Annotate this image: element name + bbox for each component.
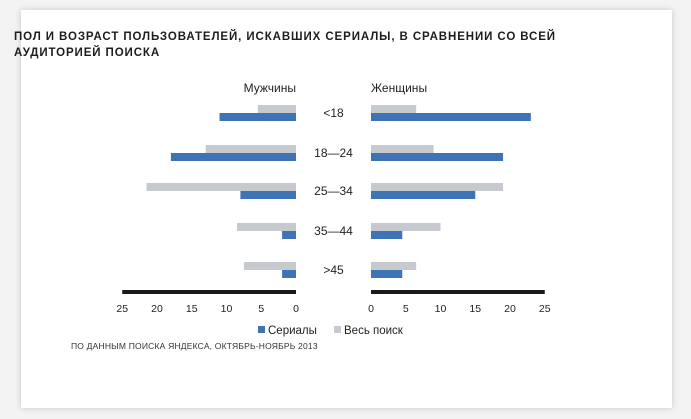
tick-label-women-2: 10 <box>435 303 447 315</box>
legend-swatch-0 <box>258 326 265 333</box>
legend-label-0: Сериалы <box>268 325 317 337</box>
category-label-2: 25—34 <box>314 184 353 198</box>
tick-label-men-0: 25 <box>116 303 128 315</box>
tick-labels: 25 20 15 10 5 0 0 5 10 15 20 25 <box>116 303 550 315</box>
category-label-0: <18 <box>323 106 344 120</box>
tick-label-men-3: 10 <box>221 303 233 315</box>
bar-serials-men-2 <box>240 191 296 199</box>
category-label-4: >45 <box>323 263 344 277</box>
panel-label-men: Мужчины <box>244 81 296 95</box>
tick-label-men-1: 20 <box>151 303 163 315</box>
chart-title: ПОЛ И ВОЗРАСТ ПОЛЬЗОВАТЕЛЕЙ, ИСКАВШИХ СЕ… <box>14 31 556 59</box>
bar-serials-women-2 <box>371 191 476 199</box>
legend-label-1: Весь поиск <box>344 325 404 337</box>
bar-all-women-2 <box>371 183 504 191</box>
category-label-1: 18—24 <box>314 146 353 160</box>
bar-serials-women-1 <box>371 153 504 161</box>
bar-serials-women-0 <box>371 113 531 121</box>
bar-serials-men-1 <box>170 153 296 161</box>
chart-card <box>21 10 672 408</box>
bar-serials-men-3 <box>282 231 296 239</box>
bar-all-men-4 <box>243 262 296 270</box>
bar-all-men-1 <box>205 145 296 153</box>
category-label-3: 35—44 <box>314 224 353 238</box>
tick-label-women-1: 5 <box>403 303 409 315</box>
bar-serials-women-4 <box>371 270 403 278</box>
tick-label-men-4: 5 <box>258 303 264 315</box>
bar-all-men-3 <box>236 223 296 231</box>
tick-label-men-5: 0 <box>293 303 299 315</box>
tick-label-men-2: 15 <box>186 303 198 315</box>
labels-layer: Мужчины Женщины <18 18—24 25—34 35—44 >45 <box>244 81 427 277</box>
tick-label-women-5: 25 <box>539 303 551 315</box>
bar-all-men-2 <box>146 183 296 191</box>
bar-all-women-4 <box>371 262 417 270</box>
source-note: ПО ДАННЫМ ПОИСКА ЯНДЕКСА, ОКТЯБРЬ-НОЯБРЬ… <box>71 341 318 351</box>
bar-all-women-0 <box>371 105 417 113</box>
tick-label-women-4: 20 <box>504 303 516 315</box>
bar-all-women-1 <box>371 145 434 153</box>
legend-swatch-1 <box>334 326 341 333</box>
bar-serials-women-3 <box>371 231 403 239</box>
bar-serials-men-4 <box>282 270 296 278</box>
tick-label-women-0: 0 <box>368 303 374 315</box>
bars-layer <box>146 105 531 278</box>
bar-all-men-0 <box>257 105 296 113</box>
bar-all-women-3 <box>371 223 441 231</box>
panel-label-women: Женщины <box>371 81 427 95</box>
bar-serials-men-0 <box>219 113 296 121</box>
tick-label-women-3: 15 <box>469 303 481 315</box>
legend: Сериалы Весь поиск <box>258 325 404 337</box>
